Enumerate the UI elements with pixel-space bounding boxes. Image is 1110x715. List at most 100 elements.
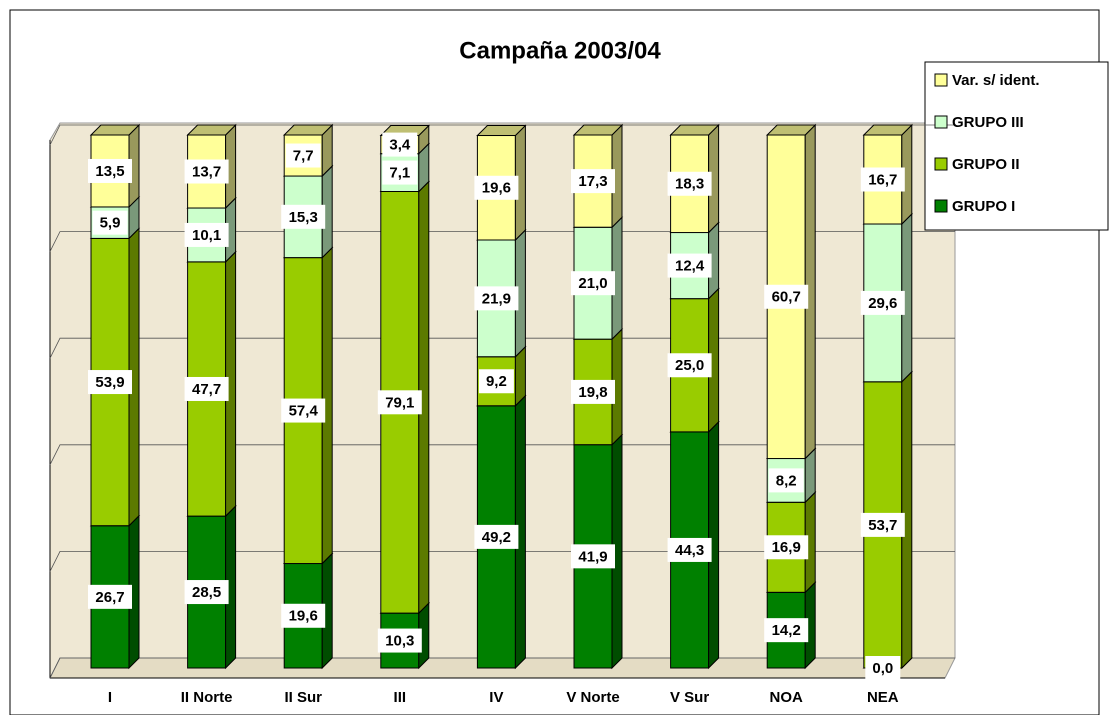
data-label-box — [764, 535, 809, 560]
data-label: 53,9 — [95, 374, 124, 391]
data-label: 44,3 — [675, 542, 704, 559]
data-label-box — [860, 167, 905, 192]
legend — [924, 61, 1109, 231]
data-label-box — [860, 512, 905, 537]
data-label: 10,3 — [385, 633, 414, 650]
x-tick-label: II Sur — [284, 689, 322, 706]
bar-top — [765, 124, 817, 136]
data-label: 26,7 — [95, 589, 124, 606]
data-label: 3,4 — [389, 137, 411, 154]
data-label-box — [88, 158, 132, 183]
bar-top — [669, 124, 720, 136]
bar-top — [89, 124, 141, 136]
bar-top — [186, 124, 237, 136]
data-label-box — [667, 353, 712, 378]
data-label: 57,4 — [289, 403, 319, 420]
data-label-box — [478, 369, 514, 394]
legend-swatch — [934, 73, 948, 87]
data-label: 14,2 — [772, 622, 801, 639]
data-label: 9,2 — [486, 373, 507, 390]
data-label-box — [474, 175, 519, 200]
legend-swatch — [934, 157, 948, 171]
legend-swatch — [934, 115, 948, 129]
data-label-box — [88, 370, 132, 395]
bar-top — [282, 124, 334, 136]
data-label-box — [474, 286, 519, 311]
data-label: 8,2 — [776, 472, 797, 489]
grid-line — [49, 337, 955, 359]
x-tick-label: III — [394, 689, 407, 706]
data-label-box — [281, 603, 326, 628]
legend-label: GRUPO I — [952, 198, 1015, 215]
data-label: 13,7 — [192, 163, 221, 180]
data-label: 18,3 — [675, 176, 704, 193]
grid-line — [49, 444, 955, 465]
data-label: 28,5 — [192, 584, 221, 601]
data-label-box — [382, 132, 418, 157]
grid-line — [49, 231, 955, 252]
bar-top — [476, 125, 527, 137]
data-label: 17,3 — [578, 173, 607, 190]
data-label: 25,0 — [675, 357, 704, 374]
data-label-box — [92, 210, 128, 235]
data-label-box — [764, 618, 809, 643]
data-label: 21,9 — [482, 290, 511, 307]
legend-label: GRUPO II — [952, 156, 1020, 173]
data-label: 16,7 — [868, 171, 897, 188]
data-label: 5,9 — [100, 215, 121, 232]
data-label-box — [88, 584, 132, 609]
data-label: 29,6 — [868, 295, 897, 312]
data-label: 49,2 — [482, 529, 511, 546]
chart-title: Campaña 2003/04 — [459, 37, 661, 64]
bar-top — [572, 124, 624, 136]
data-label-box — [865, 656, 901, 680]
x-tick-label: II Norte — [181, 689, 233, 706]
data-label-box — [474, 524, 519, 549]
data-label-box — [377, 390, 422, 415]
data-label-box — [184, 159, 229, 184]
data-label-box — [281, 398, 326, 423]
data-label: 21,0 — [578, 275, 607, 292]
data-label: 13,5 — [95, 163, 124, 180]
data-label-box — [571, 379, 615, 404]
data-label-box — [382, 160, 418, 185]
legend-label: Var. s/ ident. — [952, 72, 1040, 89]
data-label-box — [667, 537, 712, 562]
data-label: 79,1 — [385, 394, 414, 411]
data-label-box — [667, 253, 712, 278]
data-label-box — [768, 468, 804, 493]
data-label: 19,6 — [289, 608, 318, 625]
legend-label: GRUPO III — [952, 114, 1024, 131]
x-tick-label: NEA — [867, 689, 899, 706]
data-label: 47,7 — [192, 381, 221, 398]
grid-line — [49, 657, 955, 679]
data-label-box — [377, 628, 422, 653]
data-label: 53,7 — [868, 517, 897, 534]
data-label: 19,8 — [578, 384, 607, 401]
data-label-box — [184, 580, 229, 605]
x-tick-label: V Norte — [566, 689, 619, 706]
data-label: 60,7 — [772, 289, 801, 306]
data-label: 7,7 — [293, 147, 314, 164]
data-label-box — [184, 222, 229, 247]
data-label-box — [667, 171, 712, 196]
data-label-box — [860, 290, 905, 315]
data-label-box — [285, 143, 321, 168]
x-tick-label: I — [108, 689, 112, 706]
data-label: 15,3 — [289, 209, 318, 226]
x-tick-label: V Sur — [670, 689, 709, 706]
data-label: 12,4 — [675, 258, 705, 275]
data-label: 41,9 — [578, 548, 607, 565]
data-label-box — [281, 204, 326, 229]
grid-line — [49, 551, 955, 572]
x-tick-label: IV — [489, 689, 503, 706]
bar-top — [862, 124, 914, 136]
data-label: 19,6 — [482, 180, 511, 197]
data-label: 10,1 — [192, 227, 221, 244]
data-label: 7,1 — [389, 165, 410, 182]
data-label-box — [571, 544, 615, 569]
legend-swatch — [934, 199, 948, 213]
data-label-box — [571, 271, 615, 296]
data-label-box — [184, 376, 229, 401]
